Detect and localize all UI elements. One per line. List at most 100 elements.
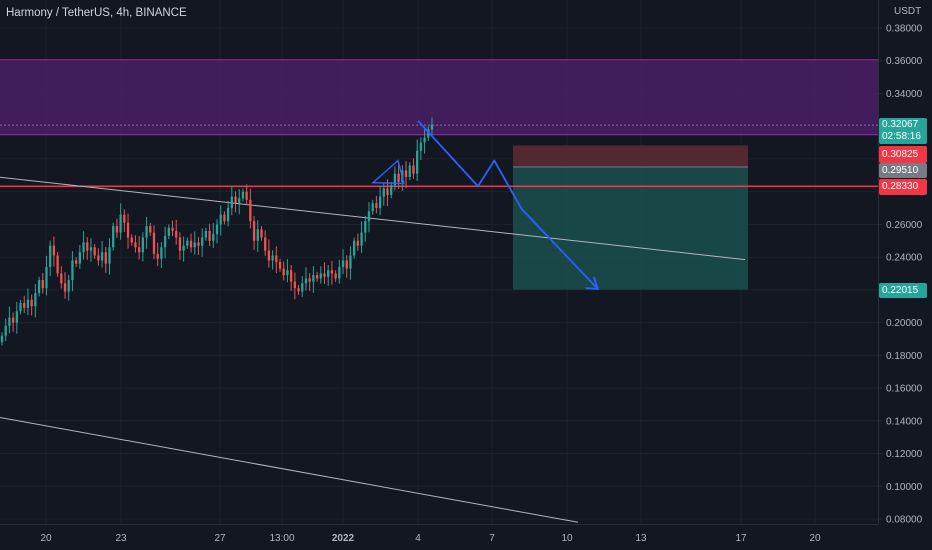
candle: [11, 312, 15, 332]
candle: [215, 219, 219, 244]
y-tick-label: 0.14000: [886, 416, 923, 427]
candle: [63, 272, 67, 299]
candle: [130, 234, 133, 246]
candle-body: [89, 247, 93, 251]
candle: [312, 265, 315, 293]
candle-body: [430, 124, 434, 130]
take-profit-zone: [513, 166, 748, 290]
x-tick-label: 10: [561, 533, 573, 544]
candle-body: [119, 214, 122, 233]
candle: [308, 273, 311, 291]
y-tick-label: 0.34000: [886, 89, 923, 100]
candle-body: [4, 325, 7, 336]
candle-body: [408, 165, 411, 177]
candle: [419, 137, 423, 160]
candle: [52, 236, 56, 267]
candle: [56, 252, 59, 277]
candle: [108, 238, 111, 275]
candle: [26, 288, 30, 316]
candle: [286, 259, 289, 283]
candle-body: [249, 199, 252, 222]
candle: [186, 237, 189, 249]
time-scale[interactable]: [0, 524, 878, 550]
candle: [37, 276, 41, 297]
stop-loss-zone: [513, 145, 748, 167]
candle-body: [0, 335, 4, 343]
candle-body: [364, 221, 367, 233]
candle: [367, 202, 371, 233]
x-tick-label: 17: [735, 533, 747, 544]
time-ticks: 20 23 27 13:00 2022 4 7 10 13 17 20: [40, 533, 821, 544]
candle: [360, 221, 363, 253]
candle-body: [49, 245, 52, 267]
x-tick-label: 27: [214, 533, 226, 544]
candle-body: [360, 232, 363, 246]
candle-body: [141, 237, 145, 253]
candle-body: [193, 242, 196, 248]
candle-body: [63, 283, 67, 292]
candle-body: [264, 237, 267, 251]
candle: [397, 162, 400, 190]
candle: [327, 264, 330, 286]
candle-body: [182, 245, 185, 251]
projection-path: [417, 120, 599, 290]
candle-body: [289, 270, 293, 282]
candle-body: [97, 255, 100, 261]
candle-body: [286, 270, 289, 276]
candle: [74, 257, 78, 267]
candle-body: [341, 260, 345, 267]
candle: [78, 245, 81, 269]
candle: [167, 224, 170, 240]
resistance-zone: [0, 59, 878, 135]
candle-body: [186, 240, 189, 246]
y-tick-label: 0.36000: [886, 56, 923, 67]
candle-body: [56, 255, 59, 274]
currency-label[interactable]: USDT: [894, 6, 922, 17]
candle-body: [271, 255, 274, 261]
candle-body: [315, 275, 319, 279]
candle-body: [260, 229, 263, 238]
candle-body: [93, 247, 96, 256]
candle: [278, 258, 282, 272]
candle-body: [112, 226, 115, 248]
y-tick-label: 0.20000: [886, 318, 923, 329]
x-tick-label: 13: [635, 533, 647, 544]
candle-body: [86, 242, 89, 251]
candle-body: [130, 237, 133, 243]
candle: [267, 239, 271, 268]
candle: [226, 200, 230, 227]
candle-body: [308, 278, 311, 282]
bar-countdown: 02:58:16: [882, 131, 921, 142]
candle-body: [215, 224, 219, 235]
candle: [378, 185, 382, 216]
candle: [123, 209, 126, 232]
candle-body: [152, 232, 156, 254]
candle: [82, 231, 85, 260]
candle-body: [312, 275, 315, 282]
candle: [416, 139, 419, 181]
candle-body: [338, 266, 341, 279]
candle-body: [375, 203, 378, 209]
candle: [0, 332, 4, 346]
trend-lines: [0, 176, 878, 523]
entry-price-badge: 0.29510: [879, 163, 927, 178]
symbol-title[interactable]: Harmony / TetherUS, 4h, BINANCE: [6, 7, 187, 19]
price-scale[interactable]: [878, 0, 932, 524]
candle: [338, 259, 341, 284]
candle: [112, 222, 115, 251]
candle-body: [115, 226, 119, 233]
candle-body: [419, 142, 423, 151]
candle-body: [126, 222, 130, 238]
candle: [412, 158, 415, 179]
candle: [138, 236, 141, 260]
candle: [264, 230, 267, 256]
candle: [282, 261, 285, 281]
candle: [382, 183, 385, 206]
candle: [23, 295, 26, 314]
candle: [30, 294, 33, 316]
y-tick-label: 0.08000: [886, 515, 923, 526]
y-tick-label: 0.10000: [886, 482, 923, 493]
candle-body: [123, 214, 126, 223]
candle: [41, 272, 44, 294]
